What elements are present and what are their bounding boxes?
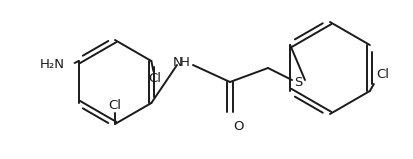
Text: Cl: Cl	[147, 72, 161, 85]
Text: N: N	[173, 56, 183, 69]
Text: Cl: Cl	[108, 99, 121, 112]
Text: H₂N: H₂N	[40, 58, 64, 70]
Text: H: H	[180, 55, 190, 69]
Text: Cl: Cl	[375, 68, 388, 81]
Text: O: O	[233, 120, 243, 133]
Text: S: S	[293, 76, 301, 89]
